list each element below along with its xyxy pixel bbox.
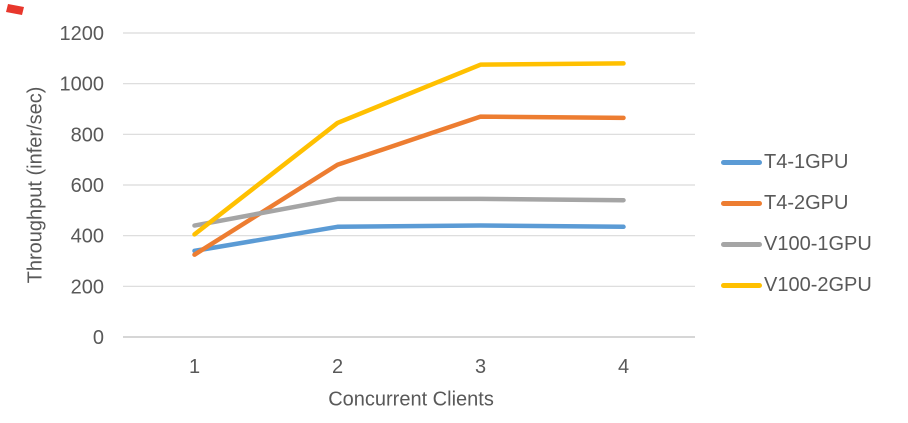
x-tick-label: 2 — [332, 356, 343, 378]
y-tick-label: 400 — [71, 226, 104, 248]
legend-item-v100-2gpu: V100-2GPU — [721, 265, 872, 306]
y-tick-label: 1200 — [60, 23, 105, 45]
legend-swatch — [721, 283, 762, 288]
y-tick-label: 1000 — [60, 74, 105, 96]
y-axis-title: Throughput (infer/sec) — [24, 86, 47, 284]
series-line-t4-2gpu — [192, 114, 626, 257]
x-axis-title: Concurrent Clients — [328, 388, 494, 411]
series-line-v100-1gpu — [192, 196, 626, 228]
x-tick-label: 1 — [189, 356, 200, 378]
y-tick-label: 0 — [93, 327, 104, 349]
y-tick-label: 800 — [71, 124, 104, 146]
x-tick-label: 3 — [475, 356, 486, 378]
legend-item-t4-1gpu: T4-1GPU — [721, 142, 872, 183]
x-tick-label: 4 — [618, 356, 629, 378]
series-line-v100-2gpu — [192, 61, 626, 237]
legend-item-v100-1gpu: V100-1GPU — [721, 224, 872, 265]
y-tick-label: 200 — [71, 276, 104, 298]
legend-label: T4-1GPU — [764, 151, 849, 173]
legend: T4-1GPU T4-2GPU V100-1GPU V100-2GPU — [721, 142, 872, 306]
y-tick-label: 600 — [71, 175, 104, 197]
legend-item-t4-2gpu: T4-2GPU — [721, 183, 872, 224]
legend-swatch — [721, 242, 762, 247]
legend-swatch — [721, 160, 762, 165]
legend-label: V100-1GPU — [764, 233, 872, 255]
legend-label: V100-2GPU — [764, 274, 872, 296]
series-line-t4-1gpu — [192, 223, 626, 254]
legend-label: T4-2GPU — [764, 192, 849, 214]
legend-swatch — [721, 201, 762, 206]
red-corner-artifact — [6, 4, 24, 15]
